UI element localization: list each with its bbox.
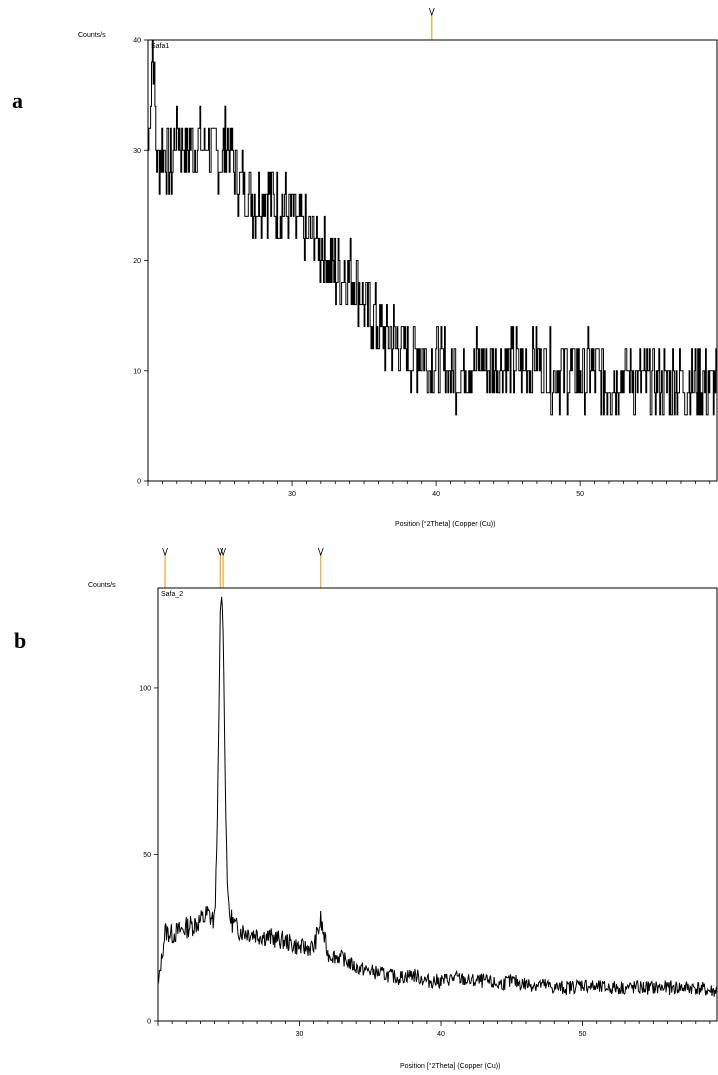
panel-a-xlabel: Position [°2Theta] (Copper (Cu)): [395, 520, 495, 528]
panel-a-xtick-label: 50: [576, 491, 584, 498]
panel-a-ytick-label: 20: [133, 258, 141, 265]
panel-a-plot-frame: [147, 39, 718, 482]
panel-b-xtick-label: 40: [437, 1031, 445, 1038]
panel-b-reference-tip: [217, 547, 224, 557]
panel-b-x-ticks: 30 40 50: [157, 1021, 711, 1038]
panel-b-series-label: Safa_2: [161, 591, 183, 598]
panel-a-letter: a: [12, 88, 23, 113]
panel-b-reference-tip: [220, 547, 226, 557]
panel-a-ylabel: Counts/s: [78, 32, 106, 39]
panel-b-ytick-label: 100: [139, 685, 151, 692]
panel-b-reference-tip: [162, 547, 168, 557]
panel-b-ytick-label: 50: [143, 852, 151, 859]
panel-b-diffraction-trace: [157, 596, 718, 997]
panel-a-diffraction-trace: [148, 39, 718, 416]
panel-a-y-ticks: 0 10 20 30 40: [133, 38, 148, 486]
panel-b-ytick-label: 0: [147, 1019, 151, 1026]
panel-b-reference-markers: [162, 547, 324, 588]
panel-a-ytick-label: 40: [133, 38, 141, 45]
panel-a-ytick-label: 10: [133, 368, 141, 375]
panel-b-xlabel: Position [°2Theta] (Copper (Cu)): [400, 1062, 500, 1070]
panel-a-ytick-label: 30: [133, 148, 141, 155]
panel-a-reference-markers: [428, 7, 435, 40]
panel-b-plot-frame: [157, 587, 718, 1022]
panel-b-letter: b: [14, 628, 26, 653]
panel-b-y-ticks: 0 50 100: [139, 685, 158, 1026]
panel-a-xtick-label: 40: [432, 491, 440, 498]
panel-a-series-label: Safa1: [151, 43, 169, 50]
panel-a-ytick-label: 0: [137, 479, 141, 486]
panel-b-reference-tip: [317, 547, 324, 557]
panel-b-xtick-label: 30: [296, 1031, 304, 1038]
panel-b-ylabel: Counts/s: [88, 582, 116, 589]
panel-a: a Counts/s Safa1 0 10 20 30 40 30 40 50 Positi…: [12, 7, 718, 528]
panel-b-xtick-label: 50: [579, 1031, 587, 1038]
panel-a-reference-tip: [428, 7, 435, 17]
panel-a-x-ticks: 30 40 50: [147, 481, 711, 498]
panel-b: b Counts/s Safa_2 0 50 100 30 40 50 Position…: [14, 547, 718, 1070]
panel-a-xtick-label: 30: [288, 491, 296, 498]
